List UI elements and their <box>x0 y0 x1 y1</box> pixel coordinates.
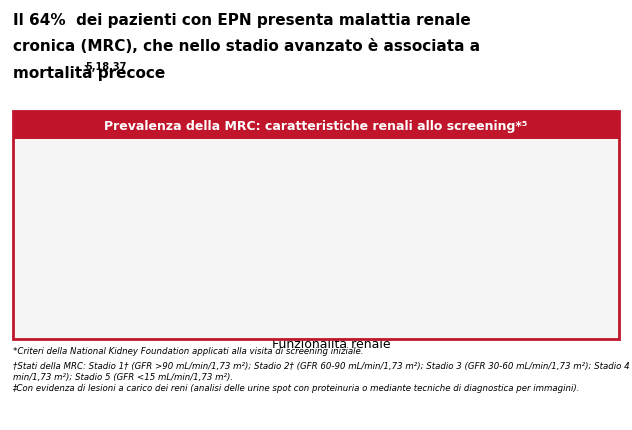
Text: 36: 36 <box>519 243 544 261</box>
Text: 5,18,37: 5,18,37 <box>85 62 126 72</box>
Text: Prevalenza della MRC: caratteristiche renali allo screening*⁵: Prevalenza della MRC: caratteristiche re… <box>104 119 528 132</box>
Text: min/1,73 m²); Stadio 5 (GFR <15 mL/min/1,73 m²).: min/1,73 m²); Stadio 5 (GFR <15 mL/min/1… <box>13 372 233 381</box>
Text: 43: 43 <box>319 233 344 251</box>
Text: mortalità precoce: mortalità precoce <box>13 64 165 80</box>
Bar <box>88 244 178 305</box>
Text: ‡Con evidenza di lesioni a carico dei reni (analisi delle urine spot con protein: ‡Con evidenza di lesioni a carico dei re… <box>13 383 580 392</box>
Bar <box>486 200 576 305</box>
X-axis label: Funzionalità renale: Funzionalità renale <box>272 337 391 350</box>
Bar <box>287 172 377 187</box>
Bar <box>88 240 178 247</box>
Bar <box>486 194 576 206</box>
Bar <box>287 179 377 305</box>
Text: *Criteri della National Kidney Foundation applicati alla visita di screening ini: *Criteri della National Kidney Foundatio… <box>13 346 363 355</box>
Y-axis label: Pazienti (%): Pazienti (%) <box>28 191 39 258</box>
Text: Il 64%  dei pazienti con EPN presenta malattia renale: Il 64% dei pazienti con EPN presenta mal… <box>13 13 470 28</box>
Text: †Stati della MRC: Stadio 1† (GFR >90 mL/min/1,73 m²); Stadio 2† (GFR 60-90 mL/mi: †Stati della MRC: Stadio 1† (GFR >90 mL/… <box>13 361 632 370</box>
Text: 21: 21 <box>120 266 145 283</box>
Text: cronica (MRC), che nello stadio avanzato è associata a: cronica (MRC), che nello stadio avanzato… <box>13 39 480 54</box>
